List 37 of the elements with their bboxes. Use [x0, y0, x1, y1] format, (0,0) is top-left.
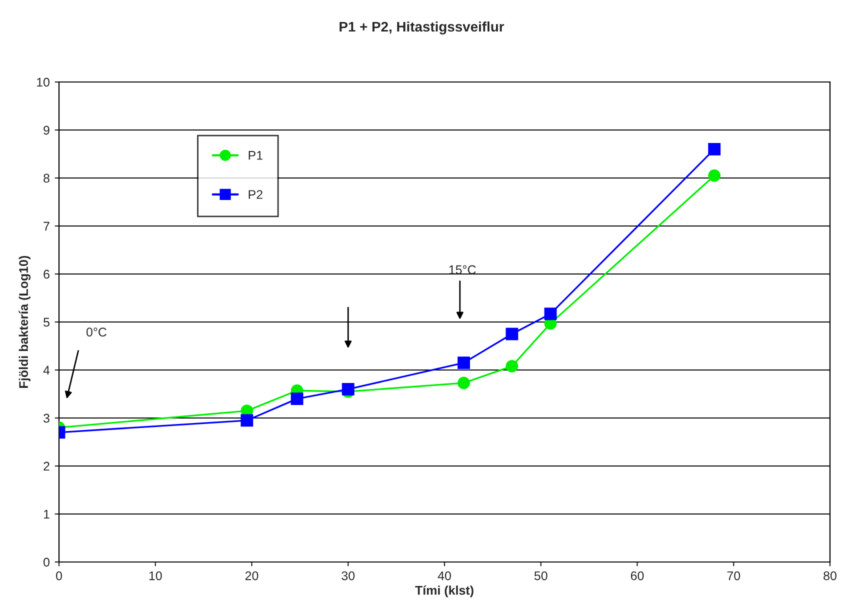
y-tick-label: 3	[44, 414, 50, 423]
x-axis-title: Tími (klst)	[415, 585, 474, 598]
point	[290, 392, 304, 406]
point	[544, 308, 557, 320]
point	[506, 328, 518, 340]
x-tick-label: 70	[727, 571, 740, 580]
x-tick-label: 0	[56, 571, 62, 580]
x-tick-label: 50	[534, 571, 548, 580]
x-tick-label: 80	[824, 571, 836, 580]
y-tick-label: 1	[44, 510, 50, 519]
y-tick-label: 9	[44, 126, 50, 135]
x-tick-label: 20	[245, 571, 258, 580]
point	[458, 376, 470, 390]
x-tick-label: 40	[438, 571, 451, 580]
legend-label: P1	[248, 151, 262, 160]
y-tick-label: 4	[43, 366, 50, 375]
legend-label: P2	[248, 190, 262, 199]
y-tick-label: 8	[44, 174, 50, 183]
annotation: 15°C	[449, 265, 476, 274]
x-tick-label: 10	[149, 571, 162, 580]
y-tick-label: 6	[44, 270, 50, 279]
point	[506, 360, 518, 372]
y-axis-title: Fjöldi baktería (Log10)	[18, 256, 31, 388]
point	[240, 414, 254, 427]
x-tick-label: 30	[342, 571, 355, 580]
chart-title: P1 + P2, Hitastigssveiflur	[340, 21, 504, 34]
y-tick-label: 0	[44, 558, 50, 567]
x-tick-label: 60	[630, 571, 644, 580]
annotation: 0°C	[86, 328, 106, 337]
y-tick-label: 7	[44, 222, 50, 231]
point	[708, 169, 721, 182]
point	[708, 142, 721, 156]
point	[342, 382, 354, 396]
y-tick-label: 10	[37, 78, 50, 87]
y-tick-label: 5	[44, 318, 50, 327]
y-tick-label: 2	[44, 462, 50, 471]
point	[458, 356, 470, 370]
